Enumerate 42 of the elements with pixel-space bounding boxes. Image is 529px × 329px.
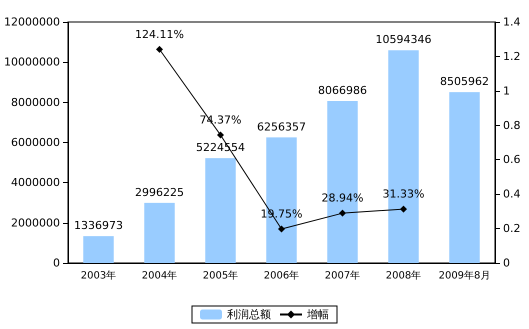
y-tick-label: 4000000 (11, 176, 60, 190)
y-tick-label: 8000000 (11, 96, 60, 109)
y-tick-label: 2000000 (11, 216, 60, 230)
data-label: 6256357 (257, 120, 306, 134)
y2-tick-label: 0 (503, 256, 510, 270)
x-tick-label: 2004年 (142, 270, 178, 282)
legend-label: 利润总额 (227, 308, 271, 321)
data-label: 1336973 (74, 219, 123, 232)
x-tick-label: 2006年 (264, 270, 300, 282)
y-tick-label: 10000000 (4, 56, 60, 69)
y2-tick-label: 1.4 (503, 16, 520, 28)
data-label: 28.94% (322, 192, 364, 205)
x-tick-label: 2005年 (202, 270, 238, 282)
data-label: 2996225 (135, 186, 184, 199)
legend-label: 增幅 (306, 308, 329, 321)
y2-tick-label: 0.8 (503, 118, 520, 132)
data-label: 31.33% (382, 188, 424, 201)
y2-tick-label: 0.6 (503, 153, 520, 166)
bar (144, 202, 175, 263)
data-label: 124.11% (135, 28, 184, 41)
bar (83, 236, 114, 263)
bar (205, 158, 236, 263)
x-tick-label: 2003年 (80, 270, 116, 282)
y2-tick-label: 1.2 (503, 50, 520, 63)
data-label: 10594346 (376, 33, 432, 46)
bar (449, 92, 480, 263)
point (339, 210, 346, 217)
y-tick-label: 0 (53, 256, 60, 270)
data-label: 8066986 (318, 84, 367, 97)
x-tick-label: 2007年 (324, 270, 360, 282)
y-tick-label: 12000000 (4, 16, 60, 28)
point (278, 226, 285, 232)
point (156, 46, 163, 53)
point (400, 206, 407, 213)
point (217, 131, 224, 138)
y2-tick-label: 1 (503, 84, 510, 98)
y2-tick-label: 0.2 (503, 222, 520, 236)
y-tick-label: 6000000 (11, 136, 60, 149)
data-label: 8505962 (440, 75, 489, 88)
y2-tick-label: 0.4 (503, 188, 520, 201)
x-tick-label: 2008年 (386, 270, 422, 282)
x-tick-label: 2009年8月 (438, 270, 490, 282)
